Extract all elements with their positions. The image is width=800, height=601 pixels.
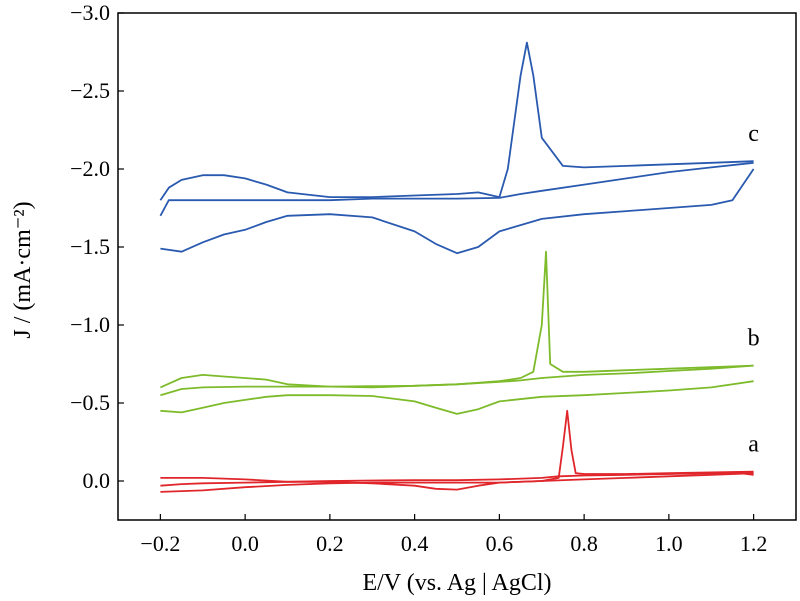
x-tick-label: 1.2: [740, 531, 768, 556]
curve-b-extra: [160, 380, 754, 415]
y-tick-label: −1.0: [70, 312, 110, 337]
y-axis-ticks: 0.0 −0.5 −1.0 −1.5 −2.0 −2.5 −3.0: [70, 0, 124, 493]
x-tick-label: 0.0: [231, 531, 259, 556]
axis-titles: E/V (vs. Ag | AgCl) J / (mA·cm⁻²): [10, 201, 552, 596]
y-tick-label: −2.0: [70, 156, 110, 181]
y-tick-label: −0.5: [70, 390, 110, 415]
x-tick-label: 0.6: [486, 531, 514, 556]
curve-label-a: a: [748, 432, 759, 458]
x-axis-ticks: −0.2 0.0 0.2 0.4 0.6 0.8 1.0 1.2: [140, 514, 767, 556]
x-tick-label: −0.2: [140, 531, 180, 556]
x-tick-label: 0.4: [401, 531, 429, 556]
y-tick-label: −1.5: [70, 234, 110, 259]
y-tick-label: −3.0: [70, 0, 110, 25]
y-axis-title: J / (mA·cm⁻²): [10, 201, 36, 338]
curve-c-forward: [159, 161, 754, 217]
x-tick-label: 1.0: [655, 531, 683, 556]
curve-b-backward: [160, 250, 754, 389]
curve-c-extra: [160, 168, 755, 255]
curve-label-b: b: [748, 326, 760, 352]
x-axis-title: E/V (vs. Ag | AgCl): [362, 570, 551, 596]
y-tick-label: −2.5: [70, 78, 110, 103]
curve-c-backward: [159, 41, 754, 201]
curve-a-backward: [160, 409, 754, 491]
x-tick-label: 0.8: [570, 531, 598, 556]
curve-label-c: c: [748, 121, 759, 147]
curves: a b c: [159, 41, 760, 493]
plot-area-border: [117, 12, 797, 521]
plot-frame: [117, 12, 797, 521]
y-tick-label: 0.0: [83, 468, 111, 493]
x-tick-label: 0.2: [316, 531, 344, 556]
curve-a-extra: [160, 472, 754, 493]
